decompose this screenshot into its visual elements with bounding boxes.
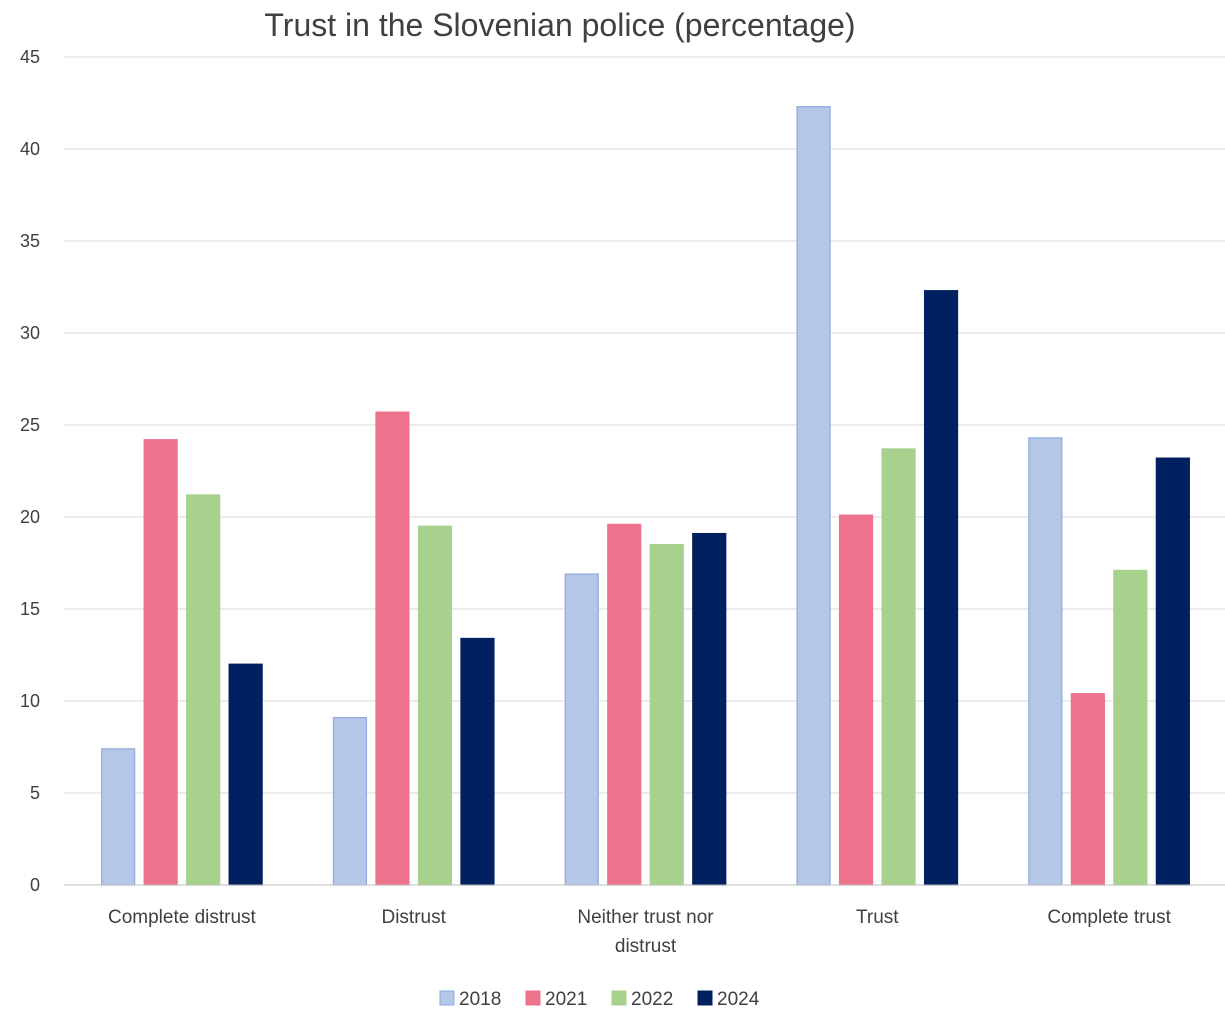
bar-2024 [923,290,959,886]
legend-item-2018[interactable]: 2018 [439,989,501,1010]
y-tick-label: 40 [20,139,40,159]
legend-swatch [525,990,541,1006]
bar-2021 [607,523,642,886]
bar-2024 [1155,457,1190,886]
legend-swatch [697,990,713,1006]
y-tick-label: 20 [20,507,40,527]
legend-swatch [611,990,627,1006]
bar-2024 [692,532,727,886]
x-category-label: Trust [856,907,899,928]
bar-2024 [460,637,495,886]
bar-2018 [1028,437,1063,886]
bar-2021 [1070,693,1105,886]
bar-2024 [228,663,263,886]
bar-2021 [143,439,178,886]
legend-swatch [439,990,455,1006]
legend-item-2022[interactable]: 2022 [611,989,673,1010]
y-tick-label: 35 [20,231,40,251]
y-tick-label: 30 [20,323,40,343]
x-category-label: distrust [615,936,677,957]
bar-2018 [796,106,831,886]
legend-label: 2021 [545,989,587,1010]
legend[interactable]: 2018 2021 2022 2024 [439,989,760,1010]
y-tick-label: 10 [20,691,40,711]
bar-2018 [332,716,368,886]
bar-2022 [881,448,916,886]
bar-2021 [375,411,410,886]
bar-2022 [417,525,453,886]
legend-item-2024[interactable]: 2024 [697,989,760,1010]
x-category-label: Complete distrust [108,907,257,928]
legend-item-2021[interactable]: 2021 [525,989,587,1010]
y-tick-label: 5 [30,783,40,803]
legend-label: 2022 [631,989,673,1010]
chart-title: Trust in the Slovenian police (percentag… [264,7,855,43]
bar-2021 [838,514,874,886]
legend-label: 2024 [717,989,760,1010]
x-category-label: Complete trust [1047,907,1171,928]
bar-2022 [649,543,684,886]
x-category-label: Distrust [381,907,446,928]
y-tick-label: 45 [20,47,40,67]
bar-2018 [564,573,599,886]
y-axis-tick-labels: 0 5 10 15 20 25 30 35 40 45 [20,47,40,895]
y-tick-label: 25 [20,415,40,435]
x-axis-category-labels: Complete distrust Distrust Neither trust n… [108,907,1172,957]
bar-2022 [1113,569,1148,886]
legend-label: 2018 [459,989,501,1010]
x-category-label: Neither trust nor [577,907,714,928]
y-tick-label: 0 [30,875,40,895]
bars [101,106,1190,886]
y-tick-label: 15 [20,599,40,619]
bar-2022 [186,494,221,886]
bar-2018 [101,748,136,886]
